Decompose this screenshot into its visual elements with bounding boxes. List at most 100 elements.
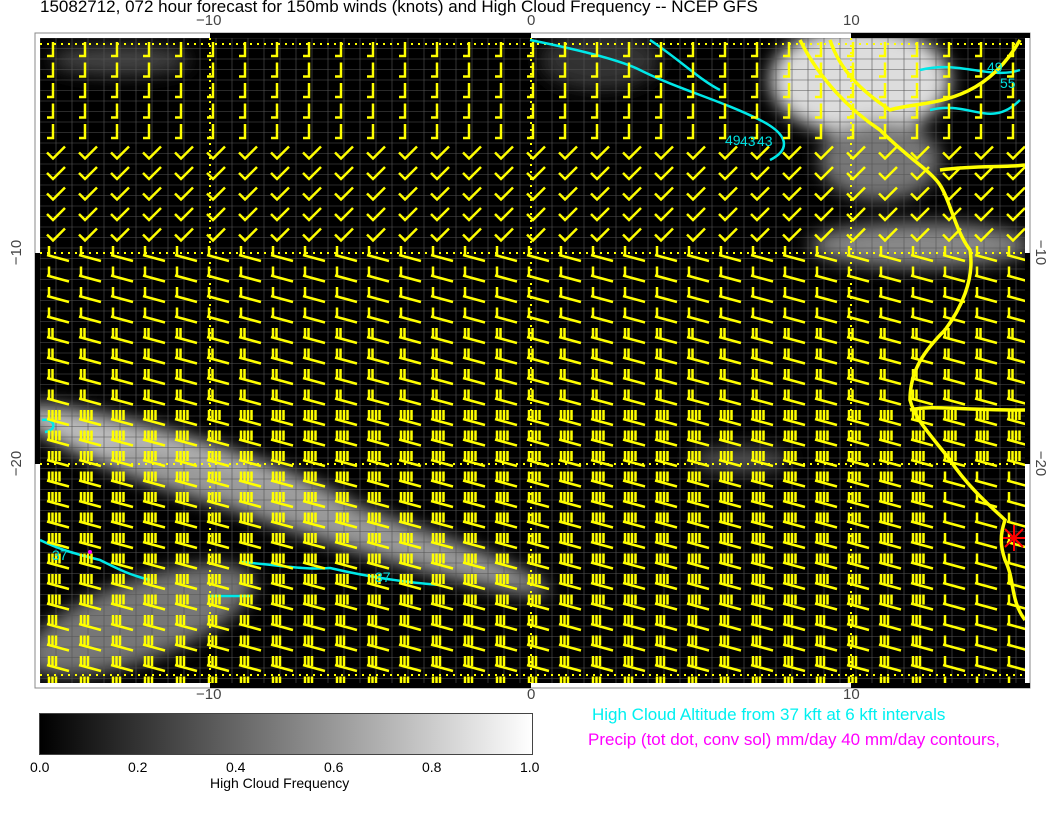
wind-barb <box>558 430 582 447</box>
wind-barb <box>238 635 262 652</box>
wind-barb <box>623 124 631 140</box>
wind-barb <box>366 594 390 611</box>
wind-barb <box>175 103 183 119</box>
wind-barb <box>655 83 663 99</box>
wind-barb <box>654 615 678 632</box>
wind-barb <box>238 615 262 632</box>
wind-barb <box>622 615 646 632</box>
wind-barb <box>110 389 134 406</box>
wind-barb <box>463 83 471 99</box>
wind-barb <box>911 676 922 683</box>
wind-barb <box>238 471 262 488</box>
wind-barb <box>718 307 742 324</box>
wind-barb <box>686 594 710 611</box>
wind-barb <box>494 451 518 468</box>
wind-barb <box>942 348 966 365</box>
wind-barb <box>110 574 134 591</box>
wind-barb <box>942 227 962 243</box>
wind-barb <box>943 83 951 99</box>
wind-barb <box>718 492 742 509</box>
wind-barb <box>430 574 454 591</box>
wind-barb <box>654 287 678 304</box>
wind-barb <box>526 207 546 222</box>
wind-barb <box>462 451 486 468</box>
wind-barb <box>1006 266 1025 282</box>
wind-barb <box>46 492 70 509</box>
wind-barb <box>302 186 322 202</box>
wind-barb <box>302 369 326 386</box>
wind-barb <box>175 42 183 58</box>
wind-barb <box>846 186 866 202</box>
wind-barb <box>46 348 70 365</box>
wind-barb <box>398 328 422 345</box>
wind-barb <box>975 124 983 140</box>
wind-barb <box>654 389 678 406</box>
wind-barb <box>718 451 742 468</box>
wind-barb <box>750 307 774 324</box>
wind-barb <box>110 512 134 529</box>
wind-barb <box>1007 83 1015 99</box>
wind-barb <box>686 166 706 181</box>
wind-barb <box>494 574 518 591</box>
wind-barb <box>174 512 198 529</box>
wind-barb <box>238 656 262 673</box>
wind-barb <box>462 348 486 365</box>
wind-barb <box>526 246 550 263</box>
wind-barb <box>718 410 742 427</box>
wind-barb <box>750 186 770 202</box>
wind-barb <box>910 615 934 632</box>
wind-barb <box>814 207 834 222</box>
wind-barb <box>239 124 247 140</box>
wind-barb <box>911 124 919 140</box>
wind-barb <box>47 42 55 58</box>
wind-barb <box>334 166 354 181</box>
wind-barb <box>494 348 518 365</box>
wind-barb <box>686 227 706 243</box>
wind-barb <box>687 124 695 140</box>
wind-barb <box>398 533 422 550</box>
wind-barb <box>334 389 358 406</box>
wind-barb <box>686 533 710 550</box>
wind-barb <box>271 103 279 119</box>
wind-barb <box>750 287 774 304</box>
wind-barb <box>238 207 258 222</box>
wind-barb <box>238 287 262 304</box>
wind-barb <box>430 553 454 570</box>
wind-barb <box>174 492 198 509</box>
contour-label: 49 <box>987 59 1003 75</box>
wind-barb <box>878 451 902 468</box>
wind-barb <box>654 348 678 365</box>
wind-barb <box>878 471 902 488</box>
wind-barb <box>270 430 294 447</box>
lon-tick-bottom: −10 <box>196 686 222 703</box>
wind-barb <box>302 615 326 632</box>
wind-barb <box>654 328 678 345</box>
coastline-segment <box>909 406 1025 412</box>
wind-barb <box>846 166 866 181</box>
wind-barb <box>718 430 742 447</box>
wind-barb <box>814 594 838 611</box>
wind-barb <box>846 369 870 386</box>
lat-tick-right: −20 <box>1032 450 1050 477</box>
wind-barb <box>366 328 390 345</box>
wind-barb <box>782 533 806 550</box>
wind-barb <box>335 62 343 78</box>
wind-barb <box>750 635 774 652</box>
wind-barb <box>143 124 151 140</box>
wind-barb <box>526 533 550 550</box>
wind-barb <box>814 369 838 386</box>
wind-barb <box>78 615 102 632</box>
wind-barb <box>462 656 486 673</box>
wind-barb <box>366 348 390 365</box>
wind-barb <box>366 166 386 181</box>
wind-barb <box>430 287 454 304</box>
wind-barb <box>334 348 358 365</box>
wind-barb <box>462 287 486 304</box>
wind-barb <box>974 348 998 365</box>
contour-label: 37 <box>52 547 68 563</box>
wind-barb <box>334 615 358 632</box>
wind-barb <box>654 166 674 181</box>
wind-barb <box>174 166 194 181</box>
wind-barb <box>174 266 198 283</box>
wind-barb <box>847 103 855 119</box>
